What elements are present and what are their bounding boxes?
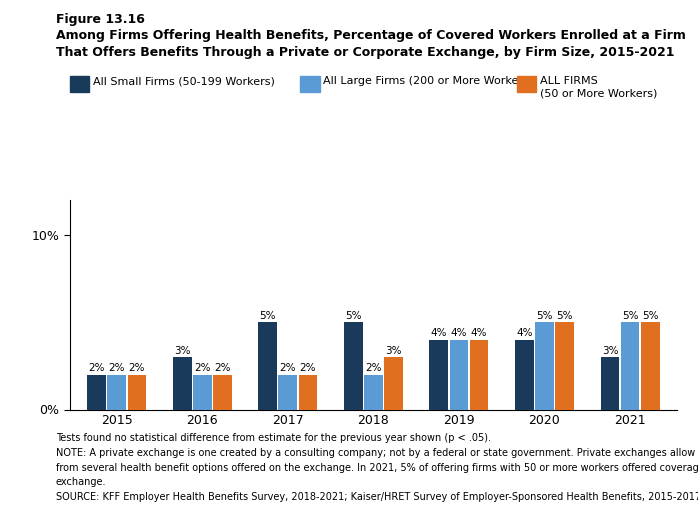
Text: 4%: 4% [431, 328, 447, 338]
Text: 3%: 3% [385, 345, 402, 355]
Bar [213, 374, 232, 410]
Bar [128, 374, 147, 410]
Bar [344, 322, 363, 410]
Text: 5%: 5% [642, 311, 658, 321]
Text: NOTE: A private exchange is one created by a consulting company; not by a federa: NOTE: A private exchange is one created … [56, 448, 698, 458]
Bar [364, 374, 383, 410]
Bar [450, 340, 468, 410]
Text: 4%: 4% [471, 328, 487, 338]
Text: 2%: 2% [365, 363, 382, 373]
Bar [470, 340, 489, 410]
Text: 4%: 4% [516, 328, 533, 338]
Text: 2%: 2% [89, 363, 105, 373]
Bar [600, 357, 619, 410]
Text: 2%: 2% [299, 363, 316, 373]
Text: 5%: 5% [260, 311, 276, 321]
Text: 3%: 3% [602, 345, 618, 355]
Bar [87, 374, 106, 410]
Bar [621, 322, 639, 410]
Text: 5%: 5% [536, 311, 553, 321]
Text: exchange.: exchange. [56, 477, 106, 487]
Text: 2%: 2% [109, 363, 125, 373]
Bar [555, 322, 574, 410]
Bar [193, 374, 211, 410]
Text: 3%: 3% [174, 345, 191, 355]
Bar [299, 374, 318, 410]
Text: 5%: 5% [556, 311, 573, 321]
Bar [173, 357, 192, 410]
Bar [535, 322, 554, 410]
Text: 2%: 2% [128, 363, 145, 373]
Bar [641, 322, 660, 410]
Text: 2%: 2% [214, 363, 231, 373]
Bar [279, 374, 297, 410]
Text: All Large Firms (200 or More Workers): All Large Firms (200 or More Workers) [323, 76, 533, 86]
Text: Among Firms Offering Health Benefits, Percentage of Covered Workers Enrolled at : Among Firms Offering Health Benefits, Pe… [56, 29, 685, 59]
Text: 5%: 5% [622, 311, 638, 321]
Bar [107, 374, 126, 410]
Text: 4%: 4% [451, 328, 467, 338]
Bar [258, 322, 277, 410]
Text: 5%: 5% [345, 311, 362, 321]
Text: 2%: 2% [194, 363, 211, 373]
Text: Figure 13.16: Figure 13.16 [56, 13, 144, 26]
Text: All Small Firms (50-199 Workers): All Small Firms (50-199 Workers) [93, 76, 275, 86]
Text: from several health benefit options offered on the exchange. In 2021, 5% of offe: from several health benefit options offe… [56, 463, 698, 472]
Bar [515, 340, 534, 410]
Text: 2%: 2% [280, 363, 296, 373]
Bar [429, 340, 448, 410]
Text: ALL FIRMS
(50 or More Workers): ALL FIRMS (50 or More Workers) [540, 76, 657, 99]
Text: SOURCE: KFF Employer Health Benefits Survey, 2018-2021; Kaiser/HRET Survey of Em: SOURCE: KFF Employer Health Benefits Sur… [56, 492, 698, 502]
Text: Tests found no statistical difference from estimate for the previous year shown : Tests found no statistical difference fr… [56, 433, 491, 443]
Bar [384, 357, 403, 410]
